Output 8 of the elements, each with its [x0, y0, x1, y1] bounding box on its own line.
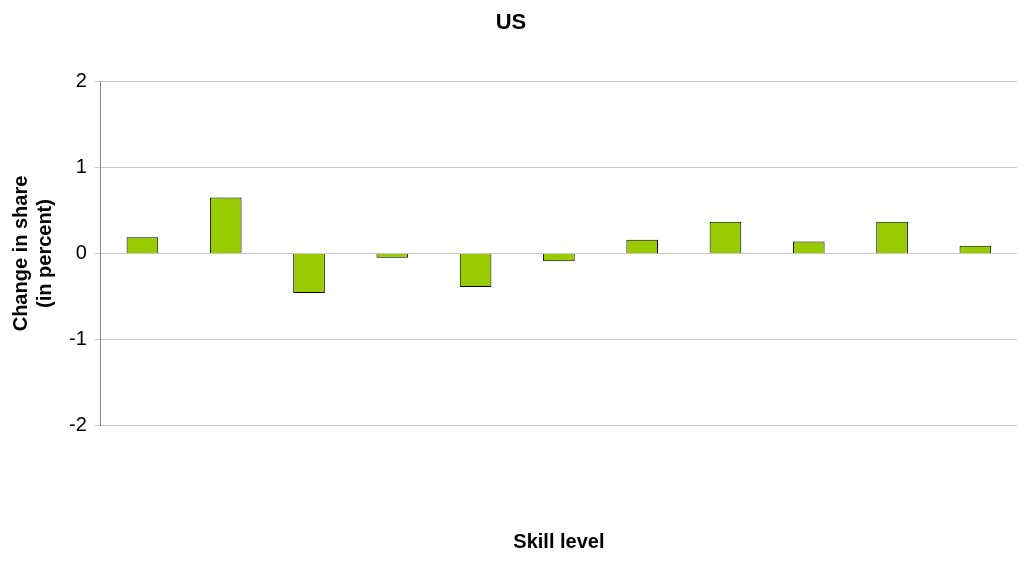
- y-tick-label: -1: [68, 327, 87, 350]
- y-tick-label: 2: [75, 68, 87, 91]
- chart-title: US: [495, 9, 527, 35]
- y-tick-label: 0: [75, 241, 87, 264]
- y-tick-label: -2: [68, 413, 87, 436]
- y-tick-label: 1: [75, 154, 87, 177]
- y-axis-title: Change in share (in percent): [8, 175, 55, 332]
- x-axis-title: Skill level: [513, 529, 605, 552]
